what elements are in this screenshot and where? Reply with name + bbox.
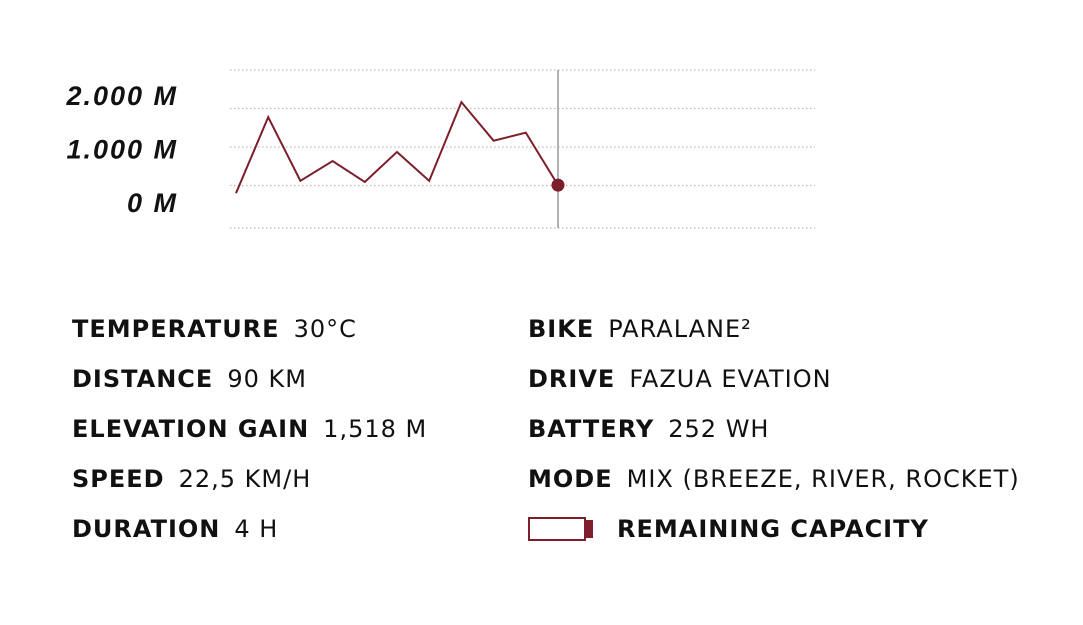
stat-row: BIKE PARALANE² [528, 310, 1020, 360]
stat-value: FAZUA EVATION [629, 365, 832, 393]
battery-label: REMAINING CAPACITY [617, 515, 929, 543]
stat-label: TEMPERATURE [72, 315, 280, 343]
stat-row: BATTERY 252 WH [528, 410, 1020, 460]
stat-label: DURATION [72, 515, 221, 543]
stat-value: 90 KM [227, 365, 307, 393]
stat-value: PARALANE² [608, 315, 752, 343]
battery-tip [586, 520, 593, 538]
stat-value: 22,5 KM/H [178, 465, 312, 493]
stat-value: 252 WH [668, 415, 770, 443]
stat-value: 4 H [234, 515, 279, 543]
stat-label: MODE [528, 465, 613, 493]
stat-value: MIX (BREEZE, RIVER, ROCKET) [626, 465, 1020, 493]
stat-label: DISTANCE [72, 365, 214, 393]
stat-row: TEMPERATURE 30°C [72, 310, 427, 360]
stat-label: ELEVATION GAIN [72, 415, 310, 443]
stat-label: DRIVE [528, 365, 616, 393]
stat-value: 1,518 M [323, 415, 428, 443]
stat-label: BATTERY [528, 415, 655, 443]
battery-icon [528, 517, 586, 541]
elevation-chart: 2.000 M 1.000 M 0 M [65, 69, 815, 229]
stat-row: DRIVE FAZUA EVATION [528, 360, 1020, 410]
y-tick-label: 2.000 M [65, 81, 178, 111]
battery-row: REMAINING CAPACITY [528, 510, 1020, 548]
stat-label: SPEED [72, 465, 165, 493]
stats-right: BIKE PARALANE² DRIVE FAZUA EVATION BATTERY 25… [528, 310, 1020, 548]
stat-label: BIKE [528, 315, 595, 343]
stats-left: TEMPERATURE 30°C DISTANCE 90 KM ELEVATION GA… [72, 310, 427, 560]
stat-row: DISTANCE 90 KM [72, 360, 427, 410]
stat-row: SPEED 22,5 KM/H [72, 460, 427, 510]
stat-row: DURATION 4 H [72, 510, 427, 560]
stat-row: ELEVATION GAIN 1,518 M [72, 410, 427, 460]
stat-value: 30°C [293, 315, 357, 343]
elevation-line [235, 100, 559, 194]
stat-row: MODE MIX (BREEZE, RIVER, ROCKET) [528, 460, 1020, 510]
y-tick-label: 1.000 M [66, 135, 178, 165]
position-dot [551, 178, 565, 192]
y-tick-label: 0 M [127, 188, 178, 218]
